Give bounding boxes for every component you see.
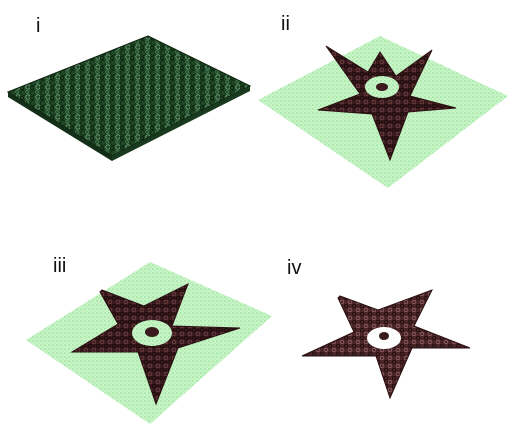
panel-i-sheet <box>6 35 252 161</box>
panel-iii-star <box>70 282 241 406</box>
panel-ii-star <box>317 45 457 162</box>
panel-iv-star <box>301 289 471 400</box>
panel-label-iv: iv <box>287 257 302 279</box>
panel-label-ii: ii <box>281 13 290 35</box>
panel-label-i: i <box>36 15 41 37</box>
panel-label-iii: iii <box>53 255 67 277</box>
